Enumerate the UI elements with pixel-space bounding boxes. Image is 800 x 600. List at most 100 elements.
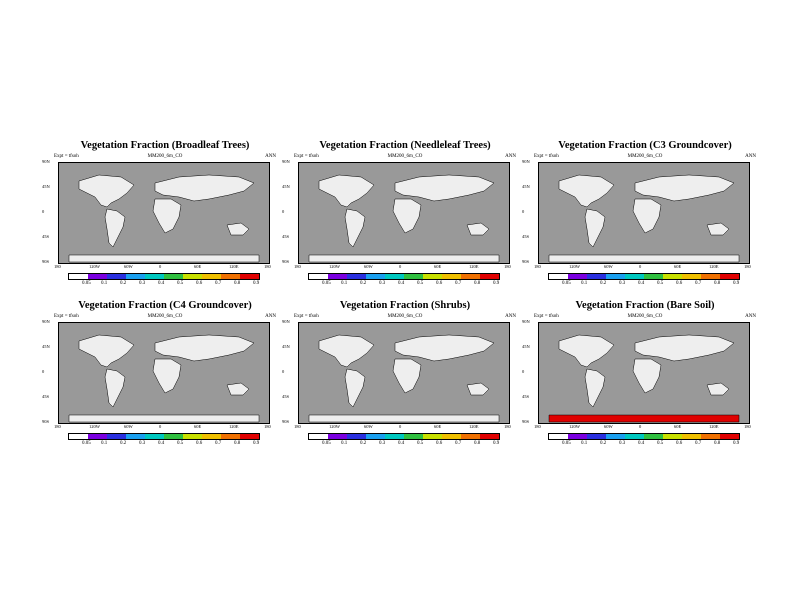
colorbar-label: 0.2	[360, 281, 367, 286]
panel-title: Vegetation Fraction (Bare Soil)	[575, 300, 715, 311]
colorbar-swatch	[682, 274, 701, 279]
colorbar-swatch	[126, 434, 145, 439]
colorbar-swatch	[625, 434, 644, 439]
expt-label: Expt = tfsoh	[294, 314, 319, 319]
period-label: ANN	[265, 314, 276, 319]
lon-tick: 60E	[194, 424, 202, 429]
lon-tick: 120E	[229, 424, 239, 429]
lon-tick: 120E	[229, 264, 239, 269]
continent-shape	[634, 174, 735, 202]
colorbar-swatch	[240, 274, 259, 279]
model-label: MM200_6m_CO	[387, 314, 423, 319]
colorbar	[68, 273, 260, 280]
period-label: ANN	[265, 154, 276, 159]
continent-shape	[584, 208, 606, 248]
lat-tick: 45N	[522, 344, 530, 349]
continent-shape	[152, 358, 182, 394]
colorbar-swatch	[663, 434, 682, 439]
panel-needleleaf: Vegetation Fraction (Needleleaf Trees) E…	[282, 140, 520, 305]
lon-tick: 180	[534, 264, 541, 269]
expt-label: Expt = tfsoh	[294, 154, 319, 159]
continent-shape	[466, 382, 490, 396]
expt-label: Expt = tfsoh	[54, 154, 79, 159]
colorbar-swatch	[606, 434, 625, 439]
continent-shape	[78, 334, 135, 368]
colorbar-label: 0.4	[158, 441, 165, 446]
colorbar-swatch	[145, 434, 164, 439]
colorbar-label: 0.3	[139, 281, 146, 286]
colorbar-swatch	[480, 434, 499, 439]
lon-tick: 60W	[604, 264, 613, 269]
colorbar-label: 0.7	[215, 441, 222, 446]
model-label: MM200_6m_CO	[627, 314, 663, 319]
period-label: ANN	[745, 154, 756, 159]
colorbar-swatch	[404, 274, 423, 279]
colorbar-label: 0.9	[733, 281, 740, 286]
colorbar-label: 0.3	[619, 281, 626, 286]
continent-shape	[558, 334, 615, 368]
lon-tick: 60W	[364, 424, 373, 429]
colorbar-swatch	[240, 434, 259, 439]
colorbar-swatch	[202, 274, 221, 279]
lon-tick: 120W	[329, 424, 340, 429]
colorbar-swatch	[701, 434, 720, 439]
lon-tick: 0	[159, 264, 162, 269]
colorbar-swatch	[385, 274, 404, 279]
colorbar-swatch	[107, 274, 126, 279]
lat-tick: 90S	[282, 259, 290, 264]
colorbar-swatch	[69, 274, 88, 279]
colorbar-swatch	[183, 434, 202, 439]
lat-tick: 0	[282, 209, 285, 214]
lon-tick: 60W	[124, 424, 133, 429]
colorbar-label: 0.9	[493, 441, 500, 446]
continent-shape	[706, 382, 730, 396]
colorbar-label: 0.05	[322, 281, 331, 286]
continent-shape	[68, 414, 260, 423]
colorbar-swatch	[625, 274, 644, 279]
lon-tick: 120E	[709, 264, 719, 269]
colorbar-label: 0.3	[379, 441, 386, 446]
lon-tick: 120W	[329, 264, 340, 269]
period-label: ANN	[505, 154, 516, 159]
colorbar-label: 0.05	[322, 441, 331, 446]
colorbar-swatch	[309, 434, 328, 439]
lat-tick: 0	[522, 209, 525, 214]
panel-title: Vegetation Fraction (Needleleaf Trees)	[319, 140, 491, 151]
world-map	[298, 322, 510, 424]
model-label: MM200_6m_CO	[387, 154, 423, 159]
lon-tick: 180	[294, 424, 301, 429]
lat-tick: 90N	[42, 159, 50, 164]
colorbar-label: 0.5	[417, 281, 424, 286]
lon-tick: 180	[504, 264, 511, 269]
colorbar-label: 0.2	[120, 441, 127, 446]
colorbar-label: 0.7	[215, 281, 222, 286]
colorbar-label: 0.1	[341, 441, 348, 446]
colorbar-label: 0.1	[101, 281, 108, 286]
world-map	[538, 322, 750, 424]
colorbar-label: 0.1	[581, 441, 588, 446]
colorbar-swatch	[587, 274, 606, 279]
continent-shape	[308, 414, 500, 423]
colorbar-label: 0.05	[562, 441, 571, 446]
panel-c3: Vegetation Fraction (C3 Groundcover) Exp…	[522, 140, 760, 305]
lon-tick: 180	[54, 424, 61, 429]
colorbar-swatch	[366, 434, 385, 439]
model-label: MM200_6m_CO	[147, 154, 183, 159]
colorbar-label: 0.3	[379, 281, 386, 286]
colorbar-swatch	[126, 274, 145, 279]
colorbar-swatch	[88, 434, 107, 439]
colorbar-swatch	[366, 274, 385, 279]
lon-tick: 180	[54, 264, 61, 269]
lon-tick: 60E	[434, 424, 442, 429]
colorbar-swatch	[701, 274, 720, 279]
lat-tick: 90N	[282, 319, 290, 324]
colorbar-swatch	[385, 434, 404, 439]
continent-shape	[392, 198, 422, 234]
colorbar-swatch	[720, 274, 739, 279]
lon-tick: 120E	[469, 264, 479, 269]
colorbar-swatch	[549, 434, 568, 439]
expt-label: Expt = tfsoh	[54, 314, 79, 319]
colorbar-label: 0.7	[695, 281, 702, 286]
panel-broadleaf: Vegetation Fraction (Broadleaf Trees) Ex…	[42, 140, 280, 305]
colorbar-swatch	[480, 274, 499, 279]
